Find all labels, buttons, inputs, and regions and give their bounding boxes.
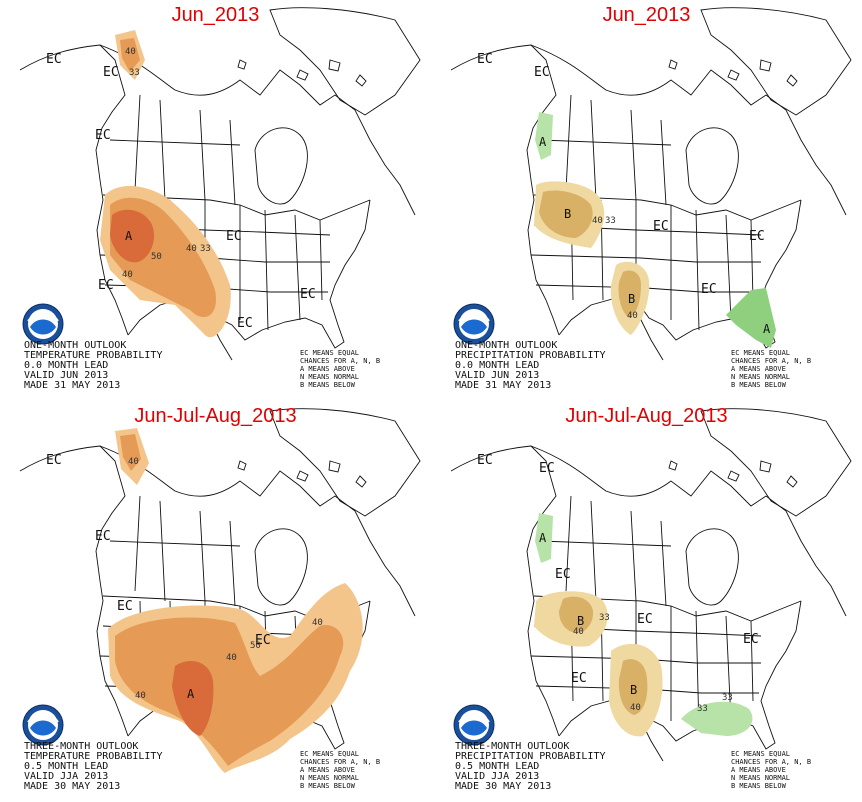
ec-label: EC	[477, 453, 493, 468]
category-label: B	[630, 683, 638, 697]
above-region-50	[172, 661, 214, 736]
contour-label: 40	[592, 216, 603, 226]
category-label: B	[577, 614, 585, 628]
category-label: A	[125, 229, 133, 243]
ec-label: EC	[477, 52, 493, 67]
category-label: B	[564, 207, 572, 221]
contour-label: 50	[151, 252, 162, 262]
panel-temp-jun: Jun_2013 EC EC EC EC EC EC EC A 40 33 40…	[0, 0, 431, 401]
below-region-40	[618, 659, 648, 715]
ec-label: EC	[300, 287, 316, 302]
outlook-map	[450, 408, 852, 762]
contour-label: 33	[697, 704, 708, 714]
contour-label: 40	[122, 270, 133, 280]
contour-label: 50	[250, 641, 261, 651]
panel-precip-jja: Jun-Jul-Aug_2013 EC EC EC EC EC EC A B B…	[431, 401, 862, 802]
contour-label: 40	[312, 618, 323, 628]
panel-precip-jun: Jun_2013 EC EC EC EC EC A B B A 40 33 40…	[431, 0, 862, 401]
noaa-logo	[22, 704, 64, 746]
category-label: A	[763, 322, 771, 336]
category-label: A	[539, 531, 547, 545]
category-label: B	[628, 292, 636, 306]
noaa-logo	[453, 303, 495, 345]
legend: EC MEANS EQUAL CHANCES FOR A, N, B A MEA…	[731, 349, 812, 389]
below-region-40	[559, 596, 594, 633]
ec-label: EC	[226, 229, 242, 244]
contour-label: 40	[573, 627, 584, 637]
contour-label: 40	[186, 244, 197, 254]
noaa-logo	[22, 303, 64, 345]
legend: EC MEANS EQUAL CHANCES FOR A, N, B A MEA…	[300, 349, 381, 389]
ec-label: EC	[95, 128, 111, 143]
outlook-map	[19, 7, 421, 361]
ec-label: EC	[46, 52, 62, 67]
ec-label: EC	[743, 632, 759, 647]
above-region-40	[120, 38, 140, 72]
outlook-info: ONE-MONTH OUTLOOK TEMPERATURE PROBABILIT…	[24, 340, 163, 391]
wet-region-33	[681, 701, 753, 736]
wet-region-33	[535, 513, 553, 563]
panel-title: Jun-Jul-Aug_2013	[134, 405, 297, 427]
contour-label: 33	[200, 244, 211, 254]
ec-label: EC	[95, 529, 111, 544]
above-region-50	[110, 209, 155, 263]
legend: EC MEANS EQUAL CHANCES FOR A, N, B A MEA…	[300, 750, 381, 790]
ec-label: EC	[534, 65, 550, 80]
panel-title: Jun_2013	[171, 4, 260, 26]
contour-label: 33	[129, 68, 140, 78]
ec-label: EC	[653, 219, 669, 234]
ec-label: EC	[255, 633, 271, 648]
category-label: A	[187, 687, 195, 701]
wet-region-33	[726, 288, 776, 348]
ec-label: EC	[701, 282, 717, 297]
panel-title: Jun-Jul-Aug_2013	[565, 405, 728, 427]
ec-label: EC	[237, 316, 253, 331]
ec-label: EC	[539, 461, 555, 476]
ec-label: EC	[117, 599, 133, 614]
contour-label: 40	[226, 653, 237, 663]
contour-label: 40	[135, 691, 146, 701]
ec-label: EC	[103, 65, 119, 80]
ec-label: EC	[555, 567, 571, 582]
above-region-40	[120, 434, 141, 471]
above-region-40	[115, 617, 344, 766]
contour-label: 33	[722, 693, 733, 703]
contour-label: 40	[627, 311, 638, 321]
ec-label: EC	[46, 453, 62, 468]
category-label: A	[539, 135, 547, 149]
noaa-logo	[453, 704, 495, 746]
panel-title: Jun_2013	[602, 4, 691, 26]
outlook-info: THREE-MONTH OUTLOOK PRECIPITATION PROBAB…	[455, 741, 606, 792]
panel-temp-jja: Jun-Jul-Aug_2013 EC EC EC EC A 40 40 40 …	[0, 401, 431, 802]
below-region-40	[618, 270, 641, 318]
ec-label: EC	[571, 671, 587, 686]
contour-label: 33	[599, 613, 610, 623]
contour-label: 33	[605, 216, 616, 226]
outlook-map	[19, 408, 421, 773]
contour-label: 40	[630, 703, 641, 713]
ec-label: EC	[749, 229, 765, 244]
contour-label: 40	[125, 47, 136, 57]
contour-label: 40	[128, 457, 139, 467]
below-region-40	[539, 190, 593, 238]
ec-label: EC	[98, 278, 114, 293]
ec-label: EC	[637, 612, 653, 627]
legend: EC MEANS EQUAL CHANCES FOR A, N, B A MEA…	[731, 750, 812, 790]
outlook-info: THREE-MONTH OUTLOOK TEMPERATURE PROBABIL…	[24, 741, 163, 792]
outlook-map	[450, 7, 852, 361]
wet-region-33	[535, 112, 553, 160]
outlook-info: ONE-MONTH OUTLOOK PRECIPITATION PROBABIL…	[455, 340, 606, 391]
